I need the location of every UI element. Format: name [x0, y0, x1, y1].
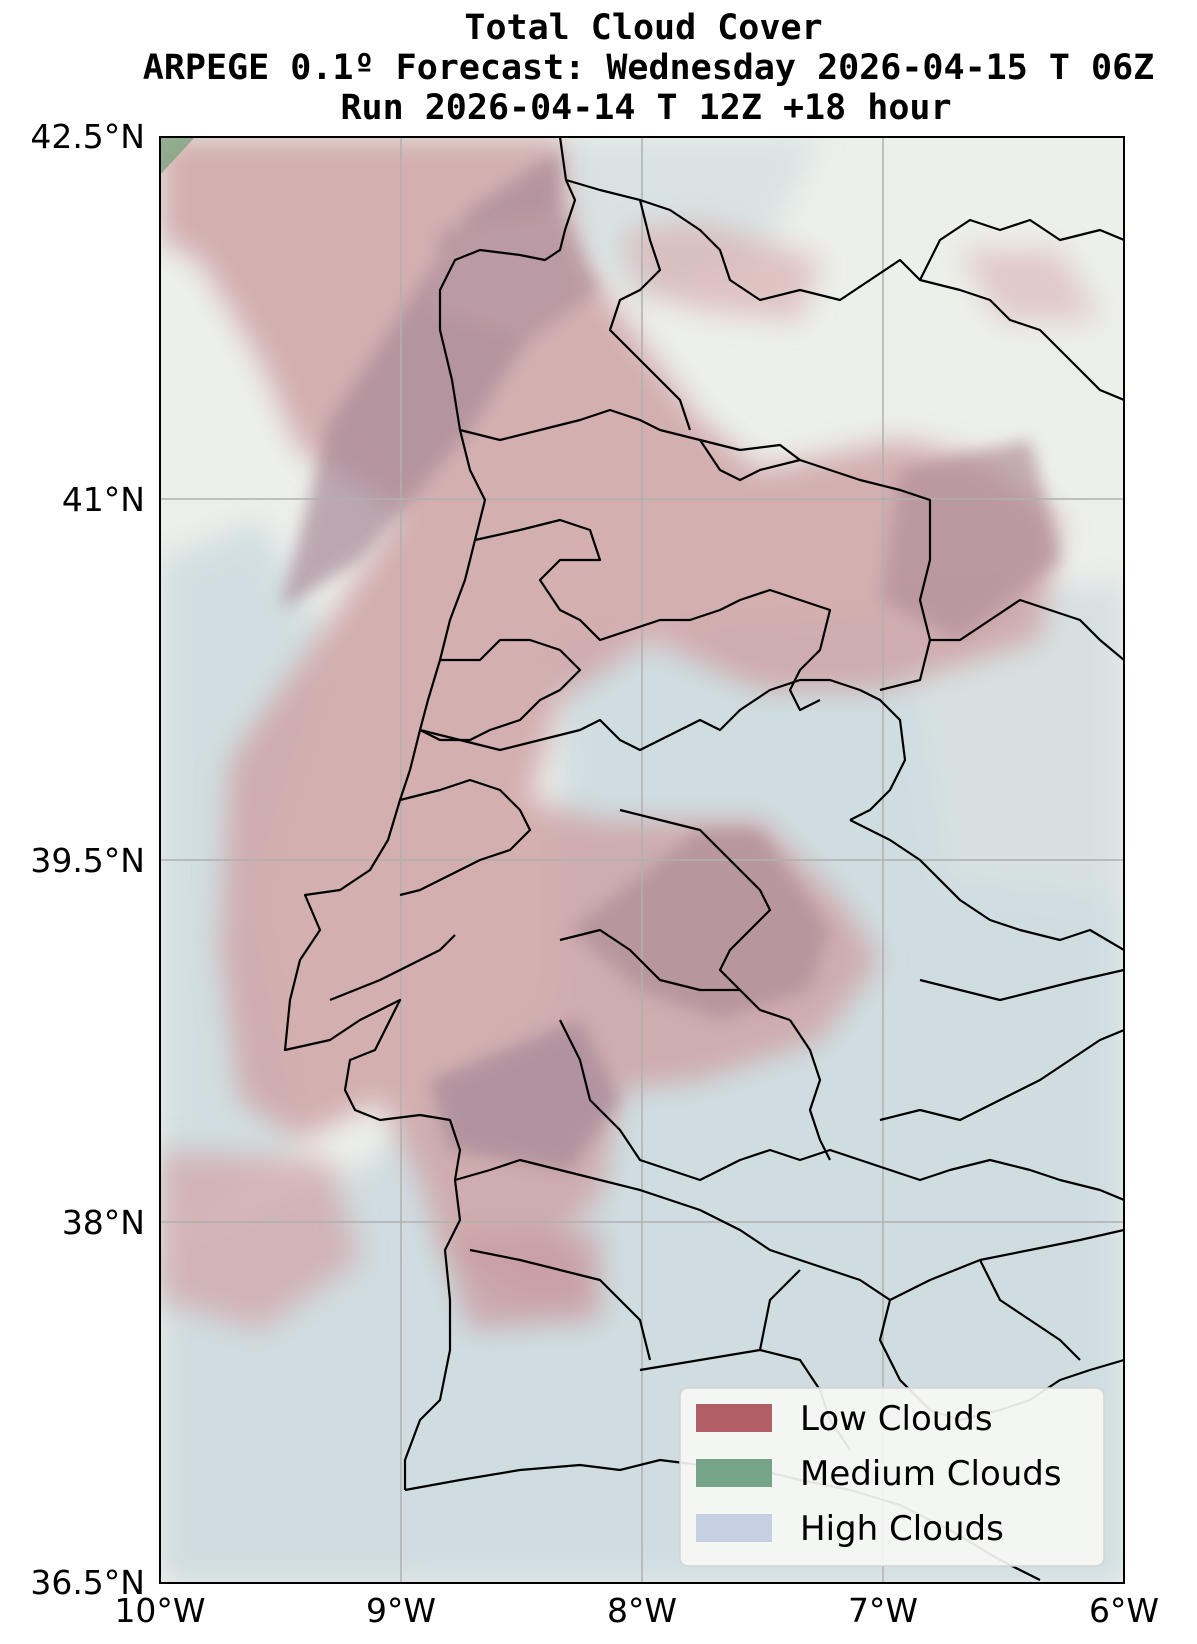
lat-tick-labels: 42.5°N 41°N 39.5°N 38°N 36.5°N: [30, 117, 145, 1602]
borders: [283, 137, 1124, 1581]
legend-label-low-clouds: Low Clouds: [800, 1399, 993, 1439]
legend-label-high-clouds: High Clouds: [800, 1509, 1004, 1549]
legend-box: [679, 1387, 1105, 1567]
map-frame: [159, 136, 1125, 1584]
lon-tick-label: 9°W: [366, 1591, 436, 1630]
map-plot-area: [160, 137, 1124, 1583]
lon-tick-labels: 10°W 9°W 8°W 7°W 6°W: [114, 1591, 1159, 1630]
legend-swatch-medium-clouds: [696, 1459, 772, 1487]
lon-tick-label: 8°W: [607, 1591, 677, 1630]
low-cloud-dense-layer: [280, 150, 1060, 1170]
lat-tick-label: 38°N: [62, 1203, 145, 1242]
map-title: Total Cloud Cover ARPEGE 0.1º Forecast: …: [0, 8, 1197, 128]
lon-tick-label: 6°W: [1089, 1591, 1159, 1630]
lon-tick-label: 7°W: [848, 1591, 918, 1630]
legend-swatch-low-clouds: [696, 1404, 772, 1432]
lon-tick-label: 10°W: [114, 1591, 205, 1630]
lat-tick-label: 42.5°N: [30, 117, 145, 156]
lat-tick-label: 41°N: [62, 480, 145, 519]
legend: Low Clouds Medium Clouds High Clouds: [679, 1387, 1105, 1567]
legend-label-medium-clouds: Medium Clouds: [800, 1454, 1062, 1494]
graticule: [160, 137, 1124, 1583]
title-line-1: Total Cloud Cover: [464, 8, 823, 48]
title-line-2: ARPEGE 0.1º Forecast: Wednesday 2026-04-…: [142, 48, 1155, 88]
title-line-3: Run 2026-04-14 T 12Z +18 hour: [340, 88, 952, 128]
lat-tick-label: 36.5°N: [30, 1563, 145, 1602]
legend-swatch-high-clouds: [696, 1514, 772, 1542]
lat-tick-label: 39.5°N: [30, 841, 145, 880]
medium-cloud-patch: [160, 137, 195, 175]
